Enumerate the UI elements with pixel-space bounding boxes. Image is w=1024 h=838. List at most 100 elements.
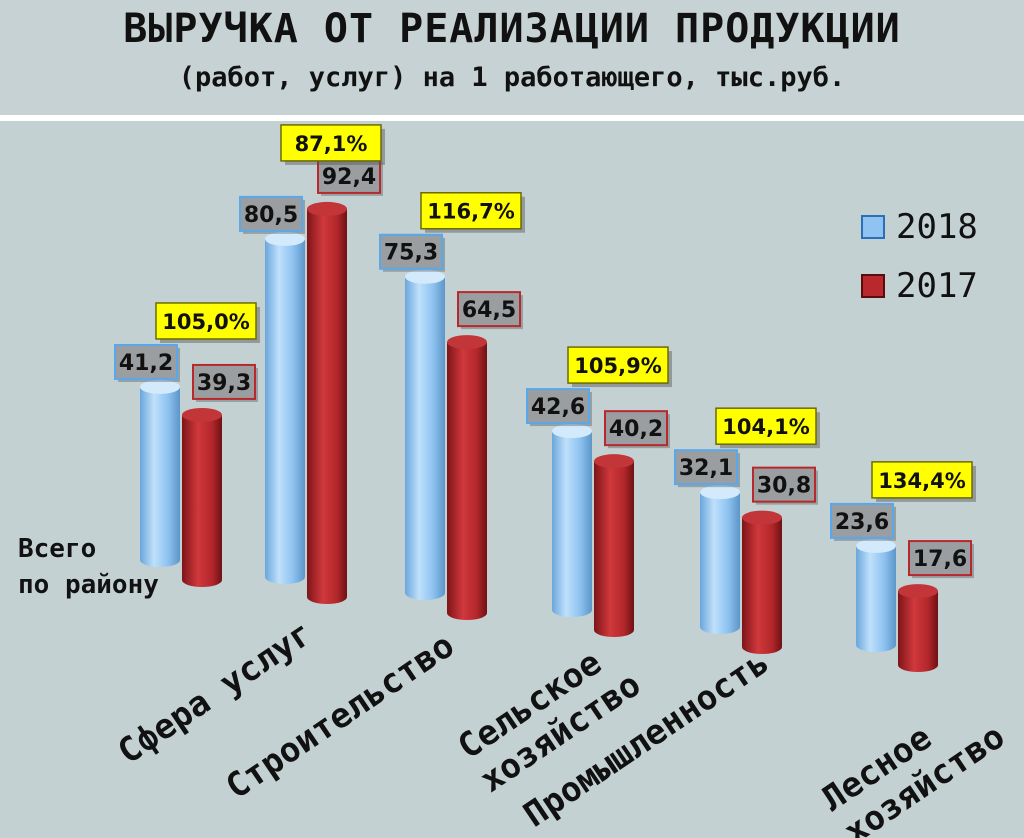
value-label-2018-3: 42,6: [526, 388, 592, 427]
bar-2017-4-body: [742, 517, 782, 654]
value-label-2018-1-box: [239, 195, 303, 232]
value-label-2018-4-box: [674, 449, 738, 486]
value-label-2018-3-box: [526, 388, 590, 425]
bar-2017-3-top: [594, 454, 634, 469]
value-label-2018-1-text: 80,5: [244, 203, 298, 228]
bar-2018-5-top: [856, 538, 896, 553]
value-label-2018-1: 80,5: [239, 195, 305, 234]
bar-2018-4-top: [700, 485, 740, 500]
legend-swatch-0: [861, 215, 885, 239]
value-label-2018-5-box: [830, 502, 894, 539]
value-label-2017-3: 40,2: [604, 410, 670, 449]
growth-badge-0-box: [155, 302, 257, 340]
legend-label-0: 2018: [896, 207, 978, 247]
chart-subtitle: (работ, услуг) на 1 работающего, тыс.руб…: [178, 62, 846, 93]
bar-2017-3: [594, 454, 634, 637]
category-label-0: Всего по району: [18, 534, 159, 600]
value-label-2018-2-box: [379, 233, 443, 270]
bar-2018-1-top: [265, 231, 305, 246]
value-label-2017-2-text: 64,5: [462, 298, 516, 323]
bar-2018-5: [856, 538, 896, 652]
category-label-0-line-0: Всего: [18, 534, 96, 564]
value-label-2018-0-box: [114, 343, 178, 380]
value-label-2017-1: 92,4: [317, 157, 383, 196]
value-label-2017-4: 30,8: [752, 466, 818, 505]
bar-2018-0: [140, 379, 180, 567]
bar-2018-2-body: [405, 276, 445, 600]
growth-badge-5-box: [871, 461, 973, 499]
bar-2017-4: [742, 510, 782, 654]
bar-2017-1-body: [307, 208, 347, 605]
category-label-5: Лесноехозяйство: [815, 683, 1012, 838]
bar-2017-2: [447, 335, 487, 620]
bar-2017-1-top: [307, 201, 347, 216]
value-label-2018-4: 32,1: [674, 449, 740, 488]
bar-2017-0-body: [182, 414, 222, 587]
bar-2017-0-top: [182, 407, 222, 422]
value-label-2017-1-box: [317, 157, 381, 194]
title-band: ВЫРУЧКА ОТ РЕАЛИЗАЦИИ ПРОДУКЦИИ (работ, …: [0, 0, 1024, 116]
growth-badge-5-text: 134,4%: [878, 469, 965, 493]
growth-badge-3-text: 105,9%: [574, 354, 661, 378]
value-label-2017-5: 17,6: [908, 540, 974, 579]
bar-2017-1: [307, 201, 347, 605]
growth-badge-2: 116,7%: [420, 191, 525, 233]
bar-2018-4: [700, 485, 740, 634]
growth-badge-4-box: [715, 407, 817, 445]
bar-2017-5-body: [898, 591, 938, 672]
legend-item-0: 2018: [861, 207, 978, 247]
bar-2017-4-top: [742, 510, 782, 525]
legend-label-1: 2017: [896, 266, 978, 306]
bar-2018-3-top: [552, 424, 592, 439]
growth-badge-2-box: [420, 191, 522, 230]
value-label-2017-0-text: 39,3: [197, 371, 251, 396]
bar-2017-3-body: [594, 461, 634, 637]
bar-2018-1-body: [265, 238, 305, 584]
bar-2018-1: [265, 231, 305, 584]
value-label-2018-2: 75,3: [379, 233, 445, 272]
bar-2018-3-body: [552, 431, 592, 617]
divider-line: [0, 115, 1024, 121]
value-label-2018-5-text: 23,6: [835, 510, 889, 535]
growth-badge-5: 134,4%: [871, 461, 976, 502]
value-label-2017-5-box: [908, 540, 972, 577]
bar-2018-4-body: [700, 492, 740, 634]
value-label-2018-2-text: 75,3: [384, 241, 438, 266]
growth-badge-2-text: 116,7%: [427, 200, 514, 224]
growth-badge-0-text: 105,0%: [162, 310, 249, 334]
bar-2017-0: [182, 407, 222, 587]
growth-badge-0: 105,0%: [155, 302, 260, 343]
growth-badge-4: 104,1%: [715, 407, 820, 449]
growth-badge-3: 105,9%: [567, 346, 672, 388]
value-label-2017-4-text: 30,8: [757, 474, 811, 499]
growth-badge-1: 87,1%: [280, 124, 385, 165]
value-label-2017-1-text: 92,4: [322, 165, 376, 190]
value-label-2017-2-box: [457, 291, 521, 328]
growth-badge-1-text: 87,1%: [295, 132, 368, 156]
bar-2017-5: [898, 584, 938, 672]
bar-2018-0-top: [140, 379, 180, 394]
value-label-2017-4-box: [752, 466, 816, 503]
value-label-2017-3-text: 40,2: [609, 417, 663, 442]
value-label-2017-2: 64,5: [457, 291, 523, 330]
value-label-2017-0-box: [192, 363, 256, 400]
value-label-2017-0: 39,3: [192, 363, 258, 402]
bar-2017-5-top: [898, 584, 938, 599]
value-label-2018-4-text: 32,1: [679, 456, 733, 481]
bar-2017-2-body: [447, 342, 487, 620]
legend-item-1: 2017: [861, 266, 978, 306]
value-label-2018-0: 41,2: [114, 343, 180, 382]
bar-2018-2: [405, 269, 445, 600]
growth-badge-1-box: [280, 124, 382, 162]
growth-badge-3-box: [567, 346, 669, 384]
value-label-2018-0-text: 41,2: [119, 351, 173, 376]
legend-swatch-1: [861, 274, 885, 298]
value-label-2018-3-text: 42,6: [531, 395, 585, 420]
chart-title: ВЫРУЧКА ОТ РЕАЛИЗАЦИИ ПРОДУКЦИИ: [123, 6, 901, 52]
bar-2018-0-body: [140, 386, 180, 567]
bar-2018-3: [552, 424, 592, 617]
growth-badge-4-text: 104,1%: [722, 415, 809, 439]
value-label-2017-5-text: 17,6: [913, 547, 967, 572]
bar-2017-2-top: [447, 335, 487, 350]
